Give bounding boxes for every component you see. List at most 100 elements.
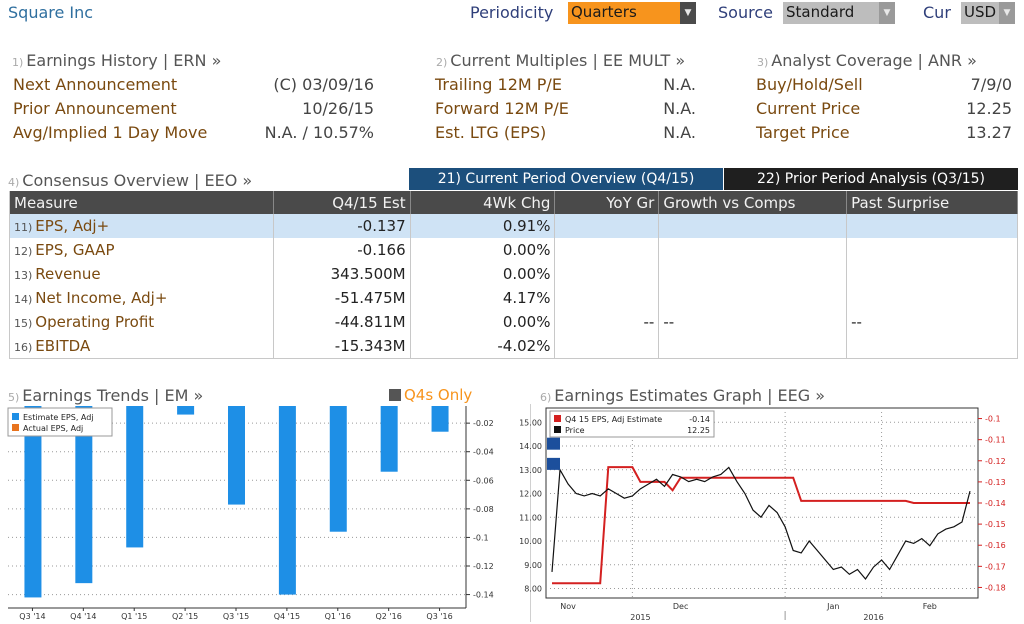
row-number: 11) [14, 221, 33, 234]
panel-divider [530, 404, 531, 622]
estimate-cell: 343.500M [273, 262, 411, 286]
measure-cell[interactable]: 11) EPS, Adj+ [9, 214, 274, 238]
current-price-value: 12.25 [966, 99, 1012, 118]
section-title: Earnings History | ERN » [26, 51, 222, 70]
measure-cell[interactable]: 13) Revenue [9, 262, 274, 286]
col-past-surprise[interactable]: Past Surprise [846, 191, 1018, 214]
row-number: 13) [14, 269, 33, 282]
legend-swatch-actual [12, 424, 19, 431]
table-row[interactable]: 12) EPS, GAAP -0.166 0.00% [9, 238, 1018, 262]
yoy-cell [554, 334, 660, 359]
estimate-bar [278, 406, 296, 595]
tab-prior-period[interactable]: 22) Prior Period Analysis (Q3/15) [724, 168, 1018, 190]
y-left-tick-label: 12.00 [519, 490, 542, 499]
x-tick-label: Q4 '14 [70, 612, 96, 621]
estimate-bar [24, 406, 42, 598]
q4-only-label: Q4s Only [404, 386, 473, 404]
y-tick-label: -0.04 [473, 448, 494, 457]
row-number: 12) [14, 245, 33, 258]
currency-label: Cur [923, 3, 951, 22]
surprise-cell [846, 334, 1018, 359]
est-ltg-value: N.A. [663, 123, 696, 142]
x-tick-label: Q3 '15 [223, 612, 249, 621]
yoy-cell [554, 286, 660, 310]
comps-cell [658, 214, 848, 238]
checkbox-icon[interactable] [389, 389, 401, 401]
earnings-estimates-chart: 8.00 9.00 10.00 11.00 12.00 13.00 14.00 15.00 -0… [519, 407, 1006, 622]
legend-estimate-value: -0.14 [689, 415, 710, 424]
table-row[interactable]: 16) EBITDA -15.343M -4.02% [9, 334, 1018, 359]
source-dropdown[interactable]: Standard ▼ [783, 2, 895, 24]
measure-cell[interactable]: 16) EBITDA [9, 334, 274, 359]
periodicity-dropdown[interactable]: Quarters ▼ [568, 2, 696, 24]
col-measure[interactable]: Measure [9, 191, 274, 214]
x-tick-label: Dec [673, 602, 688, 611]
section-title: Current Multiples | EE MULT » [450, 51, 686, 70]
y-right-tick-label: -0.1 [985, 415, 1001, 424]
current-price-label: Current Price [756, 99, 861, 118]
estimate-bar [329, 406, 347, 532]
currency-dropdown[interactable]: USD ▼ [961, 2, 1015, 24]
measure-cell[interactable]: 14) Net Income, Adj+ [9, 286, 274, 310]
table-row[interactable]: 13) Revenue 343.500M 0.00% [9, 262, 1018, 286]
comps-cell [658, 334, 848, 359]
col-growth-vs-comps[interactable]: Growth vs Comps [658, 191, 848, 214]
section-title: Earnings Estimates Graph | EEG » [554, 386, 826, 405]
consensus-overview-link[interactable]: 4) Consensus Overview | EEO » [8, 171, 252, 190]
earnings-history-link[interactable]: 1) Earnings History | ERN » [12, 51, 221, 70]
estimate-cell: -44.811M [273, 310, 411, 334]
current-multiples-link[interactable]: 2) Current Multiples | EE MULT » [436, 51, 685, 70]
buy-hold-sell-label: Buy/Hold/Sell [756, 75, 863, 94]
table-header-row: Measure Q4/15 Est 4Wk Chg YoY Gr Growth … [9, 191, 1018, 214]
table-row[interactable]: 14) Net Income, Adj+ -51.475M 4.17% [9, 286, 1018, 310]
col-4wk-chg[interactable]: 4Wk Chg [410, 191, 556, 214]
source-value: Standard [783, 2, 879, 24]
chevron-down-icon[interactable]: ▼ [879, 2, 895, 24]
measure-name: Net Income, Adj+ [35, 289, 168, 307]
earnings-graph-link[interactable]: 6) Earnings Estimates Graph | EEG » [540, 386, 825, 405]
section-number: 6) [540, 391, 552, 404]
x-tick-label: Q2 '16 [376, 612, 402, 621]
x-tick-label: Q1 '16 [325, 612, 351, 621]
tab-current-period[interactable]: 21) Current Period Overview (Q4/15) [409, 168, 723, 190]
analyst-coverage-link[interactable]: 3) Analyst Coverage | ANR » [757, 51, 977, 70]
estimate-cell: -51.475M [273, 286, 411, 310]
col-estimate[interactable]: Q4/15 Est [273, 191, 411, 214]
measure-name: EPS, Adj+ [35, 217, 110, 235]
table-row[interactable]: 15) Operating Profit -44.811M 0.00% -- -- -- [9, 310, 1018, 334]
implied-move-value: N.A. / 10.57% [264, 123, 374, 142]
estimate-bar [177, 406, 195, 415]
estimate-bar [431, 406, 449, 432]
change-cell: -4.02% [410, 334, 556, 359]
y-right-tick-label: -0.14 [985, 499, 1006, 508]
x-tick-label: Q4 '15 [274, 612, 300, 621]
yoy-cell [554, 262, 660, 286]
change-cell: 0.00% [410, 262, 556, 286]
q4-only-toggle[interactable]: Q4s Only [389, 386, 472, 404]
chevron-down-icon[interactable]: ▼ [680, 2, 696, 24]
legend-swatch-estimate [12, 413, 19, 420]
table-row[interactable]: 11) EPS, Adj+ -0.137 0.91% [9, 214, 1018, 238]
x-tick-label: Jan [826, 602, 839, 611]
chevron-down-icon[interactable]: ▼ [999, 2, 1015, 24]
estimate-bar [126, 406, 144, 548]
col-yoy-growth[interactable]: YoY Gr [554, 191, 660, 214]
measure-cell[interactable]: 15) Operating Profit [9, 310, 274, 334]
measure-name: EBITDA [35, 336, 91, 355]
y-tick-label: -0.12 [473, 562, 494, 571]
trailing-pe-value: N.A. [663, 75, 696, 94]
legend-estimate-label: Q4 15 EPS, Adj Estimate [565, 415, 662, 424]
comps-cell [658, 286, 848, 310]
x-tick-label: Q3 '14 [19, 612, 45, 621]
y-left-tick-label: 8.00 [524, 585, 542, 594]
y-right-tick-label: -0.17 [985, 562, 1006, 571]
surprise-cell: -- [846, 310, 1018, 334]
company-name: Square Inc [8, 3, 94, 22]
consensus-table: Measure Q4/15 Est 4Wk Chg YoY Gr Growth … [9, 191, 1018, 359]
x-tick-label: Q3 '16 [426, 612, 452, 621]
earnings-trends-link[interactable]: 5) Earnings Trends | EM » [8, 386, 203, 405]
forward-pe-value: N.A. [663, 99, 696, 118]
estimate-bar [75, 406, 93, 584]
measure-cell[interactable]: 12) EPS, GAAP [9, 238, 274, 262]
y-right-tick-label: -0.18 [985, 583, 1006, 592]
